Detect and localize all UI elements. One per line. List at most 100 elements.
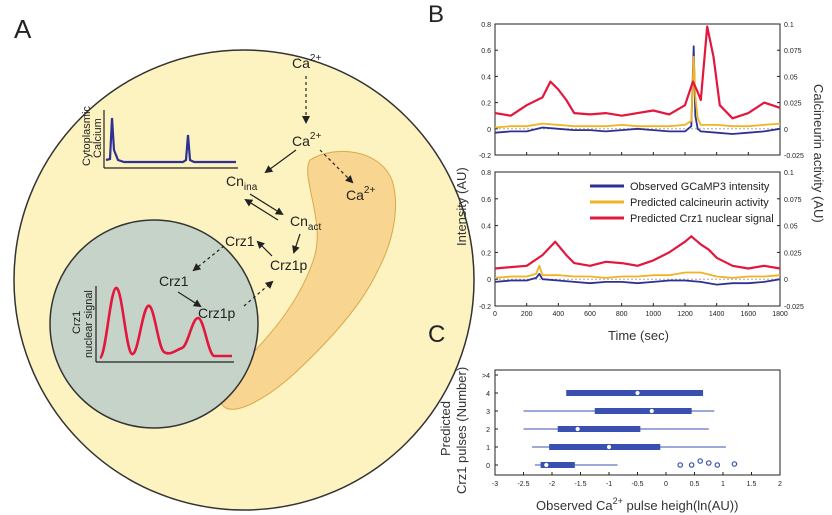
cn-act-main: Cn [290, 213, 308, 229]
y-tick-label: 0.2 [481, 250, 491, 257]
arrow-crz1p-from [256, 240, 273, 257]
series-line-crz1 [494, 235, 781, 270]
cytoplasmic-calcium-trace [105, 117, 236, 164]
y-tick-label: 0.4 [481, 224, 491, 231]
crz1-nuc-label: Crz1 [159, 273, 189, 289]
x-tick-label: -2 [549, 481, 555, 488]
x-tick-label: 2 [778, 481, 782, 488]
box-outlier [677, 462, 684, 468]
cell-diagram: Cytoplasmic Calcium Crz1 nuclear signal … [13, 49, 475, 511]
series-line-calcineurin [494, 264, 781, 279]
arrow-cn-forward [249, 193, 284, 216]
y2-tick-label: 0.075 [784, 48, 802, 55]
box-median [574, 425, 581, 433]
box-outlier [731, 461, 738, 467]
box-median [605, 443, 613, 451]
box-outlier [697, 458, 704, 464]
x-tick-label: 1600 [741, 311, 757, 318]
box-outlier [714, 462, 721, 468]
c-x-label: Observed Ca2+ pulse heigh(ln(AU)) [536, 496, 738, 513]
svg-text:Ca2+: Ca2+ [292, 131, 321, 149]
y-tick-label: 0 [487, 127, 491, 134]
x-tick-label: 0 [664, 481, 668, 488]
b-x-axis-label: Time (sec) [608, 328, 669, 343]
box-outlier [688, 462, 695, 468]
box-iqr [594, 408, 692, 414]
box-median [648, 407, 655, 415]
cn-ina-sub: ina [244, 182, 258, 193]
x-tick-label: 600 [584, 311, 596, 318]
svg-text:Ca2+: Ca2+ [346, 185, 375, 203]
y2-tick-label: 0.075 [784, 197, 802, 204]
arrow-nuc-phos [177, 291, 202, 308]
cn-act-label: Cnact [290, 213, 321, 233]
y-tick-label: 0.4 [481, 74, 491, 81]
x-tick-label: 1200 [677, 311, 693, 318]
c-x-label-sup: 2+ [613, 496, 623, 506]
nuclear-label-2: nuclear signal [83, 290, 95, 358]
y2-tick-label: 0.1 [784, 22, 794, 29]
panel-c-chart: -3 -2.5 -2 -1.5 -1 -0.5 0 0.5 1 1.5 2 0 1 2 3 4 >4 [482, 369, 782, 488]
ca-top-main: Ca [292, 55, 310, 71]
svg-text:Ca2+: Ca2+ [292, 53, 321, 71]
box-median [634, 389, 641, 397]
y-tick-label: 2 [486, 427, 490, 434]
series-line-calcineurin [494, 55, 781, 129]
panel-b-top-chart: -0.2 0 0.2 0.4 0.6 0.8 -0.025 0 0.025 0.05 0.075 0.… [479, 22, 804, 160]
x-tick-label: -1 [606, 481, 612, 488]
x-tick-label: 1000 [646, 311, 662, 318]
box-median [543, 461, 550, 469]
y2-tick-label: 0 [784, 127, 788, 134]
y2-tick-label: 0.025 [784, 250, 802, 257]
b-legend: Observed GCaMP3 intensity Predicted calc… [590, 181, 774, 225]
panel-label-a: A [14, 14, 32, 44]
box-outlier [705, 460, 712, 466]
y-tick-label: -0.2 [479, 153, 491, 160]
series-line-gcamp [494, 272, 781, 286]
b-left-axis-label: Intensity (AU) [454, 167, 469, 246]
y-tick-label: 4 [486, 391, 490, 398]
box-iqr [549, 444, 661, 450]
crz1p-cyto-label: Crz1p [270, 257, 308, 273]
y-tick-label: -0.2 [479, 304, 491, 311]
y2-tick-label: 0.05 [784, 74, 798, 81]
crz1p-nuc-label: Crz1p [198, 305, 236, 321]
y2-tick-label: 0 [784, 277, 788, 284]
legend-label-gcamp: Observed GCaMP3 intensity [630, 181, 770, 193]
y2-tick-label: -0.025 [784, 153, 804, 160]
plot-frame [494, 171, 781, 307]
y-tick-label: >4 [482, 373, 490, 380]
ca-mid-label: Ca2+ [292, 131, 321, 149]
x-tick-label: 1.5 [747, 481, 757, 488]
ca-er-sup: 2+ [364, 185, 376, 196]
ca-top-sup: 2+ [310, 53, 322, 64]
arrow-cn-back [244, 198, 279, 221]
x-tick-label: 800 [616, 311, 628, 318]
nuclear-label-1: Crz1 [71, 311, 83, 334]
x-tick-label: 0.5 [690, 481, 700, 488]
ca-top-label: Ca2+ [292, 53, 321, 71]
panel-b-bottom-chart: -0.200.20.40.60.8-0.02500.0250.050.0750.… [479, 170, 804, 318]
arrow-crz1-import [192, 245, 225, 272]
cn-ina-label: Cnina [226, 173, 258, 193]
x-tick-label: -1.5 [574, 481, 586, 488]
box-iqr [557, 426, 641, 432]
c-y-label-2: Crz1 pulses (Number) [454, 367, 469, 494]
x-tick-label: 1 [721, 481, 725, 488]
y-tick-label: 0 [486, 463, 490, 470]
panel-label-c: C [428, 321, 445, 348]
crz1-cyto-label: Crz1 [225, 233, 255, 249]
x-tick-label: -3 [492, 481, 498, 488]
cytoplasmic-label-1: Cytoplasmic [81, 106, 93, 166]
y2-tick-label: 0.025 [784, 101, 802, 108]
x-tick-label: -2.5 [517, 481, 529, 488]
ca-mid-sup: 2+ [310, 131, 322, 142]
x-tick-label: -0.5 [631, 481, 643, 488]
x-tick-label: 1800 [772, 311, 788, 318]
x-tick-label: 0 [493, 311, 497, 318]
box-iqr [540, 462, 575, 468]
y-tick-label: 3 [486, 409, 490, 416]
cn-ina-main: Cn [226, 173, 244, 189]
cn-act-sub: act [308, 222, 322, 233]
cytoplasmic-label-2: Calcium [92, 118, 104, 158]
